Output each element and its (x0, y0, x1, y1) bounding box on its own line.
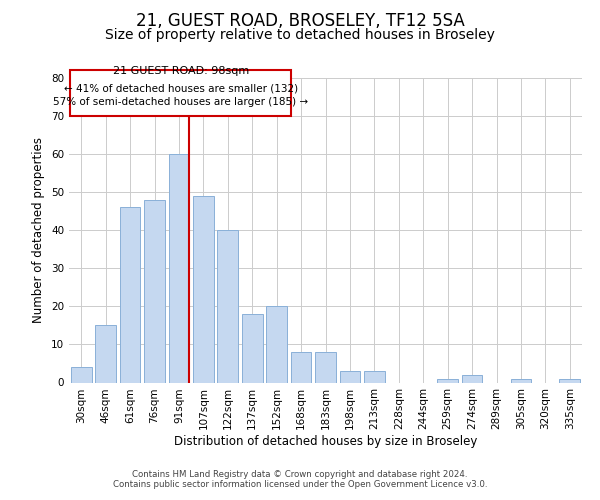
Bar (169, 154, 190, 382)
Bar (437, 378, 458, 382)
Bar (315, 352, 336, 382)
Text: Contains HM Land Registry data © Crown copyright and database right 2024.
Contai: Contains HM Land Registry data © Crown c… (113, 470, 487, 489)
Y-axis label: Number of detached properties: Number of detached properties (32, 137, 46, 323)
Bar (95, 326, 116, 382)
Bar (340, 371, 361, 382)
Bar (290, 352, 311, 382)
Bar (242, 314, 263, 382)
Bar (119, 207, 140, 382)
Bar (511, 378, 532, 382)
Text: 57% of semi-detached houses are larger (185) →: 57% of semi-detached houses are larger (… (53, 98, 308, 108)
Text: 21, GUEST ROAD, BROSELEY, TF12 5SA: 21, GUEST ROAD, BROSELEY, TF12 5SA (136, 12, 464, 30)
Text: Size of property relative to detached houses in Broseley: Size of property relative to detached ho… (105, 28, 495, 42)
X-axis label: Distribution of detached houses by size in Broseley: Distribution of detached houses by size … (174, 435, 477, 448)
Text: 21 GUEST ROAD: 98sqm: 21 GUEST ROAD: 98sqm (113, 66, 249, 76)
Text: ← 41% of detached houses are smaller (132): ← 41% of detached houses are smaller (13… (64, 84, 298, 94)
Bar (461, 375, 482, 382)
FancyBboxPatch shape (70, 70, 291, 116)
Bar (266, 306, 287, 382)
Bar (559, 378, 580, 382)
Bar (144, 200, 165, 382)
Bar (71, 367, 92, 382)
Bar (364, 371, 385, 382)
Bar (217, 230, 238, 382)
Bar (193, 196, 214, 382)
